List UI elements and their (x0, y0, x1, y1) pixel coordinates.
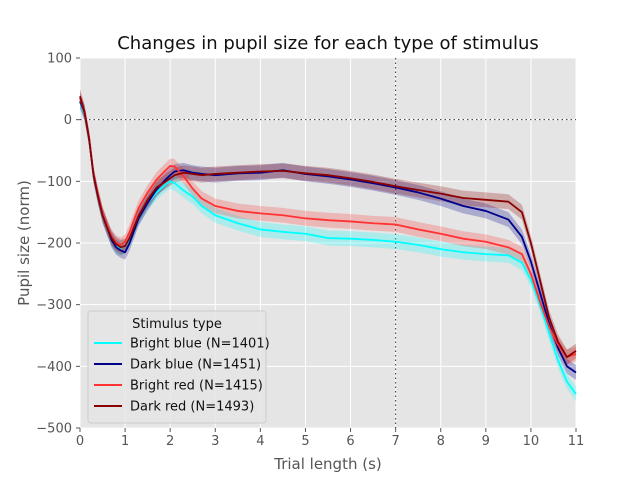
legend-items: Bright blue (N=1401) Dark blue (N=1451) Br… (94, 337, 270, 415)
x-tick-label: 4 (256, 434, 264, 449)
x-tick-label: 8 (437, 434, 445, 449)
y-tick-label: −500 (36, 422, 72, 437)
x-axis: 0 1 2 3 4 5 6 7 8 9 10 11 (76, 428, 584, 449)
legend-label-3: Bright red (N=1415) (130, 379, 263, 394)
legend: Stimulus type Bright blue (N=1401) Dark b… (87, 310, 270, 424)
chart-title: Changes in pupil size for each type of s… (117, 33, 539, 54)
x-tick-label: 3 (211, 434, 219, 449)
series-line-2 (79, 100, 577, 374)
x-tick-label: 0 (76, 434, 84, 449)
x-tick-label: 1 (121, 434, 129, 449)
x-tick-label: 7 (391, 434, 399, 449)
series-line-4 (79, 95, 577, 358)
confidence-bands (80, 88, 576, 402)
x-tick-label: 9 (482, 434, 490, 449)
y-tick-label: −200 (36, 237, 72, 252)
x-tick-label: 2 (166, 434, 174, 449)
x-tick-label: 5 (301, 434, 309, 449)
y-axis: 100 0 −100 −200 −300 −400 −500 (36, 52, 80, 437)
x-tick-label: 11 (568, 434, 585, 449)
x-axis-label: Trial length (s) (273, 455, 382, 473)
series-lines (79, 95, 577, 395)
series-band-1 (80, 95, 576, 402)
legend-label-4: Dark red (N=1493) (130, 400, 254, 415)
legend-label-2: Dark blue (N=1451) (130, 358, 261, 373)
legend-title: Stimulus type (132, 317, 222, 332)
legend-label-1: Bright blue (N=1401) (130, 337, 270, 352)
y-tick-label: 0 (64, 113, 72, 128)
reference-lines (80, 58, 576, 428)
x-tick-label: 10 (523, 434, 540, 449)
y-axis-label: Pupil size (norm) (15, 180, 33, 306)
y-tick-label: −300 (36, 298, 72, 313)
x-tick-label: 6 (346, 434, 354, 449)
y-tick-label: −400 (36, 360, 72, 375)
series-band-3 (80, 90, 576, 365)
legend-box (87, 310, 267, 424)
y-tick-label: 100 (47, 52, 72, 67)
y-tick-label: −100 (36, 175, 72, 190)
